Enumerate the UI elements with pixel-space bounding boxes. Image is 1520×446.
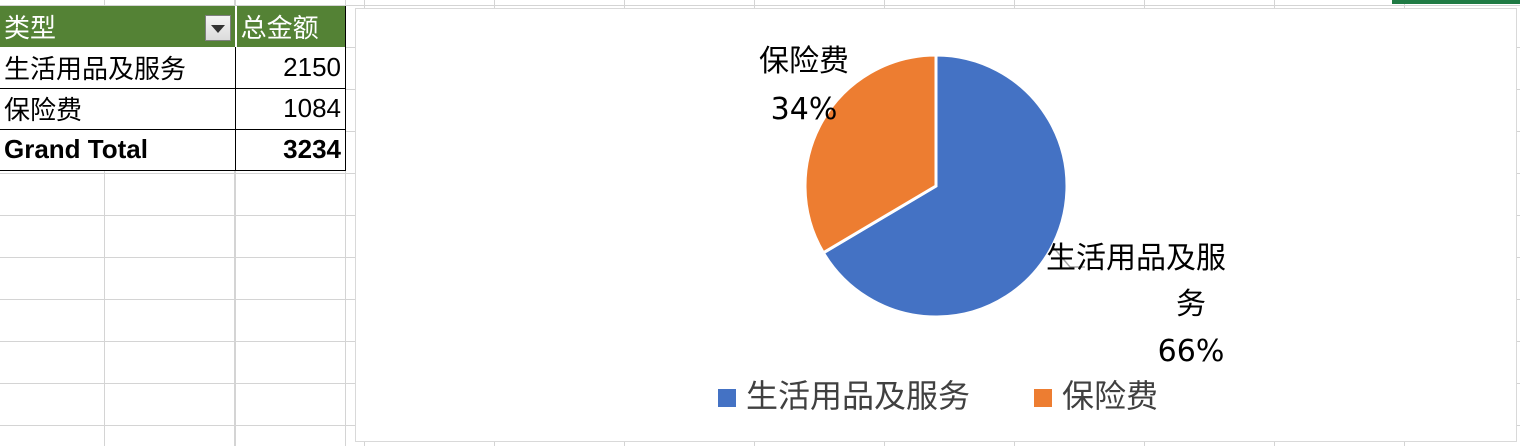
grand-total-amount[interactable]: 3234 — [235, 129, 346, 171]
row-amount-cell[interactable]: 1084 — [235, 88, 346, 130]
data-label-living-goods: 务 — [1176, 287, 1206, 322]
row-type-cell[interactable]: 生活用品及服务 — [0, 47, 237, 89]
pivot-header-row: 类型 总金额 — [0, 6, 346, 47]
pie-chart[interactable]: 生活用品及服务 66% 保险费 34% 生活用品及服务 保险费 — [355, 8, 1517, 442]
row-amount-cell[interactable]: 2150 — [235, 47, 346, 89]
pivot-header-amount[interactable]: 总金额 — [235, 6, 346, 47]
grid-column-line — [345, 0, 346, 446]
legend-swatch — [718, 389, 736, 407]
grid-column-line — [235, 0, 236, 446]
legend-entry[interactable]: 生活用品及服务 — [746, 377, 970, 415]
data-label-insurance: 保险费 — [759, 44, 849, 79]
legend-entry[interactable]: 保险费 — [1062, 377, 1158, 415]
data-label-insurance: 34% — [771, 92, 838, 127]
selected-cell-indicator — [1392, 0, 1520, 4]
filter-dropdown-icon[interactable] — [204, 15, 231, 41]
pivot-header-type: 类型 — [0, 6, 237, 47]
data-label-living-goods: 生活用品及服 — [1046, 241, 1226, 276]
table-row: 生活用品及服务 2150 — [0, 47, 346, 89]
pie-slice-insurance[interactable] — [803, 53, 938, 255]
pivot-header-type-label: 类型 — [4, 14, 57, 44]
grand-total-label[interactable]: Grand Total — [0, 129, 237, 171]
row-type-cell[interactable]: 保险费 — [0, 88, 237, 130]
data-label-leader-line — [1052, 246, 1085, 268]
table-row: 保险费 1084 — [0, 88, 346, 130]
data-label-living-goods: 66% — [1158, 334, 1225, 369]
legend-swatch — [1034, 389, 1052, 407]
grand-total-row: Grand Total 3234 — [0, 129, 346, 171]
pie-slice-living-goods[interactable] — [821, 53, 1069, 319]
pivot-table: 类型 总金额 生活用品及服务 2150 保险费 1084 Grand Total… — [0, 6, 346, 171]
